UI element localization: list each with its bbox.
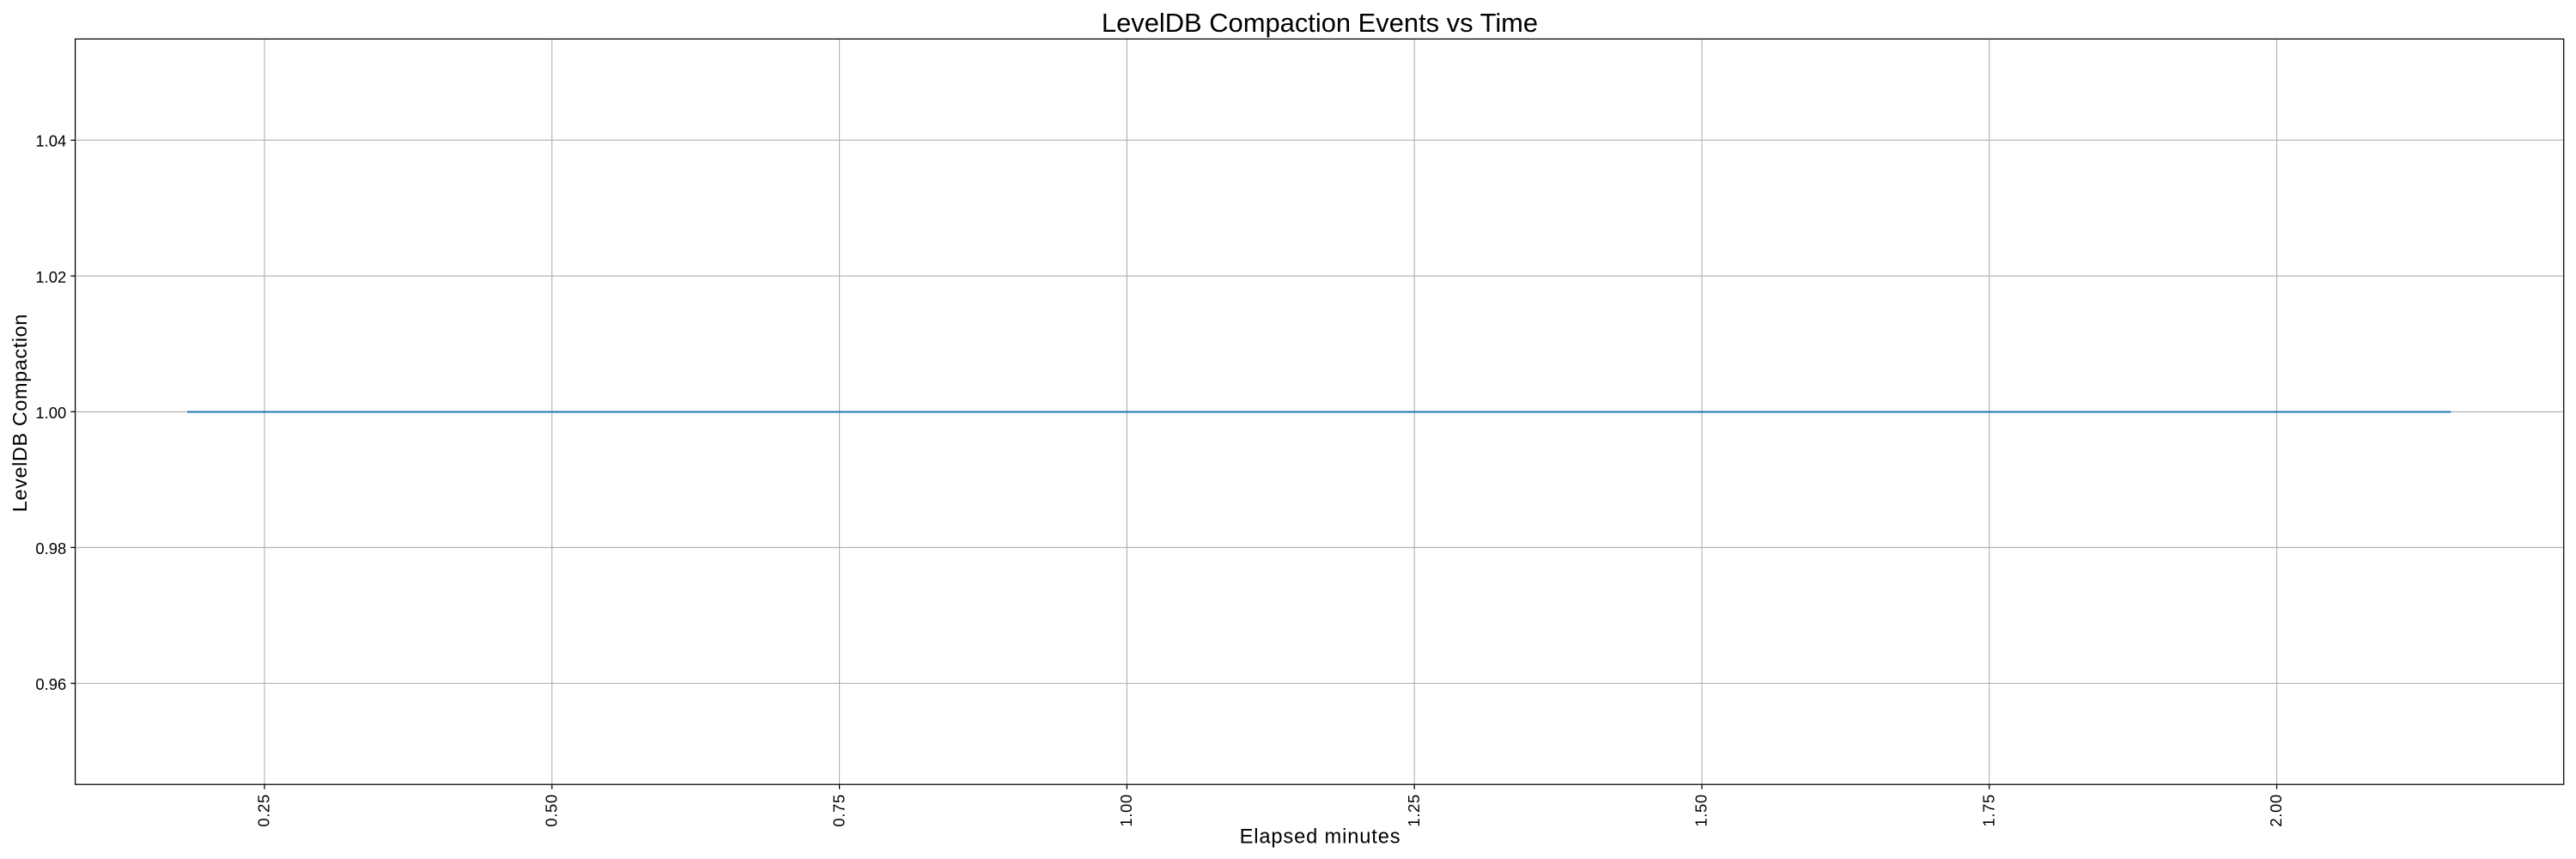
svg-text:0.25: 0.25 [255, 794, 273, 826]
svg-text:1.50: 1.50 [1692, 794, 1710, 826]
svg-text:1.04: 1.04 [35, 132, 66, 150]
svg-text:1.02: 1.02 [35, 268, 66, 286]
svg-text:0.50: 0.50 [543, 794, 561, 826]
svg-text:LevelDB Compaction: LevelDB Compaction [9, 314, 31, 512]
svg-text:2.00: 2.00 [2267, 794, 2285, 826]
svg-text:LevelDB Compaction Events vs T: LevelDB Compaction Events vs Time [1102, 8, 1538, 38]
svg-text:1.25: 1.25 [1405, 794, 1423, 826]
svg-text:Elapsed minutes: Elapsed minutes [1240, 826, 1401, 849]
svg-text:0.98: 0.98 [35, 539, 66, 557]
svg-text:1.00: 1.00 [1117, 794, 1135, 826]
svg-text:0.96: 0.96 [35, 675, 66, 693]
svg-text:1.75: 1.75 [1979, 794, 1997, 826]
svg-text:1.00: 1.00 [35, 404, 66, 422]
svg-text:0.75: 0.75 [829, 794, 848, 826]
